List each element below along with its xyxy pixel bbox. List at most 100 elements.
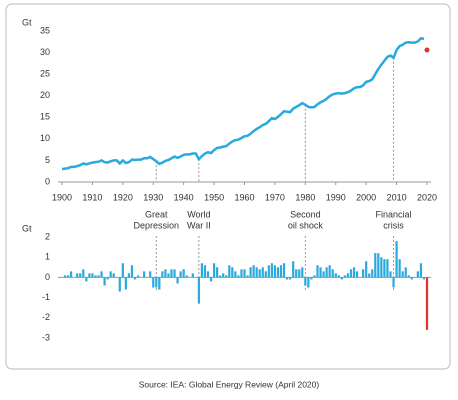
- bar: [179, 271, 182, 278]
- x-tick-label: 1980: [295, 192, 315, 202]
- bar: [298, 269, 301, 278]
- bar: [371, 269, 374, 278]
- y-tick-label: 30: [40, 47, 50, 57]
- bar: [249, 267, 252, 278]
- annotation: crisis: [383, 220, 404, 230]
- annotation: Great: [145, 209, 168, 219]
- bar: [289, 277, 292, 280]
- bar: [368, 273, 371, 278]
- y-tick-label: -1: [42, 292, 50, 302]
- bar: [118, 277, 121, 292]
- bar: [325, 267, 328, 278]
- bar: [103, 277, 106, 286]
- x-tick-label: 2010: [387, 192, 407, 202]
- y-tick-label: -3: [42, 332, 50, 342]
- x-tick-label: 2020: [417, 192, 437, 202]
- frame: [5, 3, 451, 370]
- bar: [231, 267, 234, 278]
- y-tick-label: 25: [40, 69, 50, 79]
- bar: [158, 277, 161, 290]
- x-tick-label: 1950: [204, 192, 224, 202]
- bar: [112, 273, 115, 278]
- bar: [155, 277, 158, 288]
- bar: [167, 273, 170, 278]
- bar: [252, 265, 255, 278]
- bar: [258, 269, 261, 278]
- bar: [395, 241, 398, 278]
- bar: [191, 273, 194, 278]
- bar: [407, 275, 410, 278]
- bar: [121, 263, 124, 278]
- bar: [304, 277, 307, 286]
- bar: [380, 257, 383, 278]
- bar: [130, 265, 134, 278]
- bar: [310, 277, 313, 280]
- bar: [124, 277, 127, 290]
- bar: [106, 277, 109, 280]
- x-tick-label: 1960: [234, 192, 254, 202]
- annotation: oil shock: [288, 220, 324, 230]
- bar: [343, 275, 346, 278]
- bar: [176, 277, 179, 284]
- bar: [200, 263, 204, 278]
- bar: [225, 275, 228, 278]
- bar: [164, 269, 167, 278]
- annotation: Depression: [134, 220, 180, 230]
- y-tick-label: 10: [40, 133, 50, 143]
- y-tick-label: 0: [45, 272, 50, 282]
- bar: [243, 269, 246, 278]
- point: [424, 47, 430, 53]
- bar: [322, 271, 325, 278]
- bar: [419, 263, 423, 278]
- bar: [313, 275, 316, 278]
- bar: [209, 277, 213, 282]
- bar: [149, 271, 152, 278]
- y-tick-label: 0: [45, 176, 50, 186]
- bar: [401, 271, 404, 278]
- bar: [255, 267, 258, 278]
- bar: [316, 265, 319, 278]
- y-axis-label: Gt: [22, 17, 32, 27]
- annotation: World: [187, 209, 210, 219]
- annotation: Financial: [376, 209, 412, 219]
- bar: [216, 267, 219, 278]
- bar: [340, 277, 343, 280]
- bar: [143, 271, 146, 278]
- x-tick-label: 2000: [356, 192, 376, 202]
- bar: [63, 275, 67, 278]
- bar: [377, 253, 380, 278]
- bar: [331, 269, 334, 278]
- bar: [319, 267, 322, 278]
- bar: [270, 263, 273, 278]
- bar: [222, 273, 225, 278]
- bar: [349, 269, 353, 278]
- bar: [355, 271, 359, 278]
- bar: [185, 275, 188, 278]
- y-tick-label: 1: [45, 252, 50, 262]
- bar: [182, 269, 185, 278]
- bar: [285, 277, 289, 280]
- bar: [307, 277, 310, 288]
- bar: [362, 269, 365, 278]
- y-tick-label: -2: [42, 312, 50, 322]
- bar: [422, 277, 426, 280]
- bar: [109, 271, 112, 278]
- x-tick-label: 1940: [174, 192, 194, 202]
- bar: [416, 271, 419, 278]
- bar: [234, 271, 237, 278]
- bar: [328, 265, 331, 278]
- x-tick-label: 1910: [82, 192, 102, 202]
- bar: [301, 267, 304, 278]
- bar: [386, 259, 389, 278]
- bar: [94, 275, 97, 278]
- bar: [279, 265, 283, 278]
- bar: [212, 263, 216, 278]
- bar: [91, 273, 94, 278]
- bar: [246, 275, 249, 278]
- bar: [97, 275, 100, 278]
- annotation: War II: [187, 220, 211, 230]
- bar: [152, 277, 155, 288]
- bar: [292, 261, 295, 278]
- bar: [374, 253, 377, 278]
